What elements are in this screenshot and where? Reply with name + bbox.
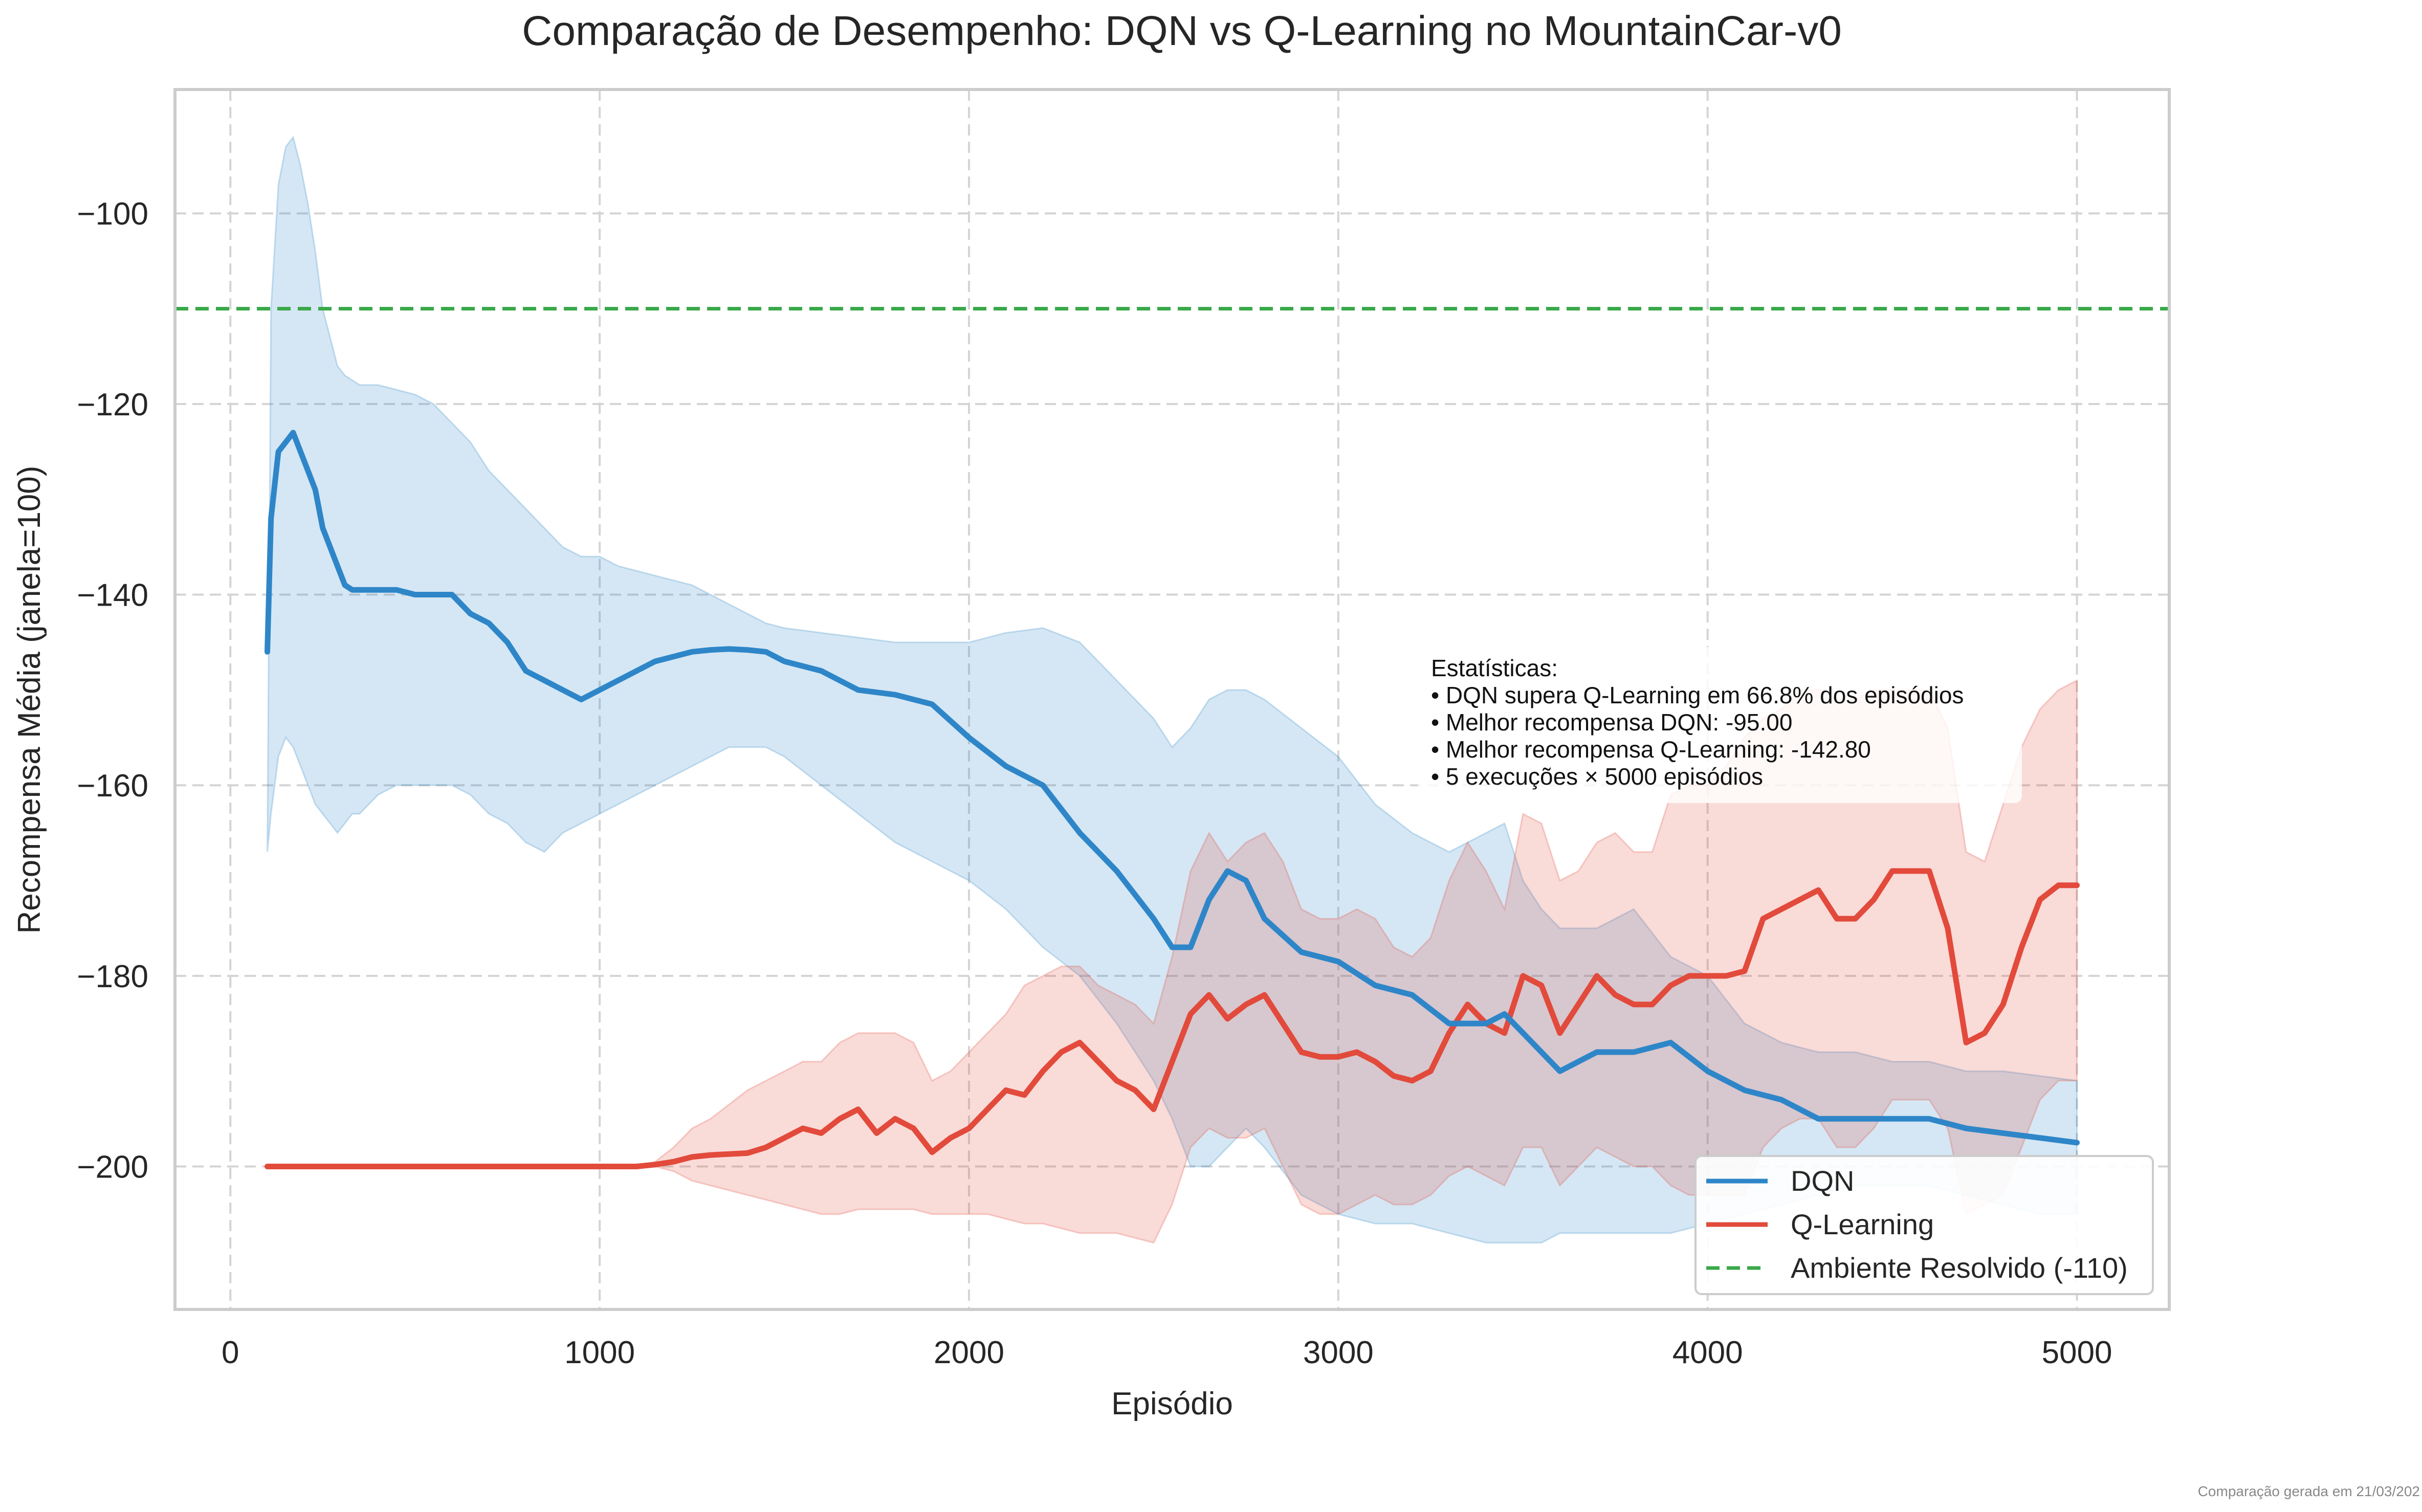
- legend-label-dqn: DQN: [1791, 1165, 1854, 1197]
- footer-note: Comparação gerada em 21/03/202: [2198, 1483, 2420, 1499]
- statistics-box-background: [1418, 647, 2022, 803]
- legend-label-solved: Ambiente Resolvido (-110): [1791, 1252, 2128, 1284]
- plot-frame: [173, 88, 2171, 1311]
- x-tick-label: 4000: [1672, 1335, 1743, 1370]
- plot-area: [173, 88, 2171, 1311]
- statistics-line: • Melhor recompensa Q-Learning: -142.80: [1431, 736, 1871, 763]
- x-tick-label: 1000: [564, 1335, 635, 1370]
- statistics-line: • DQN supera Q-Learning em 66.8% dos epi…: [1431, 682, 1964, 708]
- confidence-bands: [267, 135, 2078, 1244]
- qlearning-confidence-band: [267, 679, 2078, 1244]
- dqn-confidence-band: [267, 135, 2078, 1244]
- x-tick-label: 0: [222, 1335, 239, 1370]
- statistics-line: • 5 execuções × 5000 episódios: [1431, 763, 1763, 790]
- legend: DQN Q-Learning Ambiente Resolvido (-110): [1694, 1155, 2154, 1295]
- legend-label-qlearning: Q-Learning: [1791, 1208, 1934, 1240]
- x-tick-labels: 0 1000 2000 3000 4000 5000: [222, 1335, 2112, 1370]
- legend-box: [1694, 1155, 2154, 1295]
- chart-title: Comparação de Desempenho: DQN vs Q-Learn…: [522, 8, 1842, 54]
- y-tick-label: −100: [77, 196, 148, 232]
- qlearning-line: [265, 868, 2080, 1169]
- y-tick-label: −160: [77, 768, 148, 804]
- y-tick-labels: −100 −120 −140 −160 −180 −200: [77, 196, 148, 1185]
- x-axis-label: Episódio: [1111, 1386, 1233, 1421]
- x-tick-label: 3000: [1303, 1335, 1374, 1370]
- dqn-line: [265, 430, 2080, 1146]
- statistics-annotation: Estatísticas: • DQN supera Q-Learning em…: [1418, 647, 2022, 803]
- x-tick-label: 2000: [934, 1335, 1004, 1370]
- series-lines: [265, 430, 2080, 1169]
- statistics-line: Estatísticas:: [1431, 655, 1558, 681]
- y-tick-label: −120: [77, 387, 148, 423]
- y-tick-label: −200: [77, 1150, 148, 1185]
- x-tick-label: 5000: [2042, 1335, 2112, 1370]
- y-tick-label: −140: [77, 578, 148, 613]
- y-tick-label: −180: [77, 959, 148, 994]
- statistics-line: • Melhor recompensa DQN: -95.00: [1431, 709, 1792, 736]
- y-axis-label: Recompensa Média (janela=100): [12, 465, 47, 933]
